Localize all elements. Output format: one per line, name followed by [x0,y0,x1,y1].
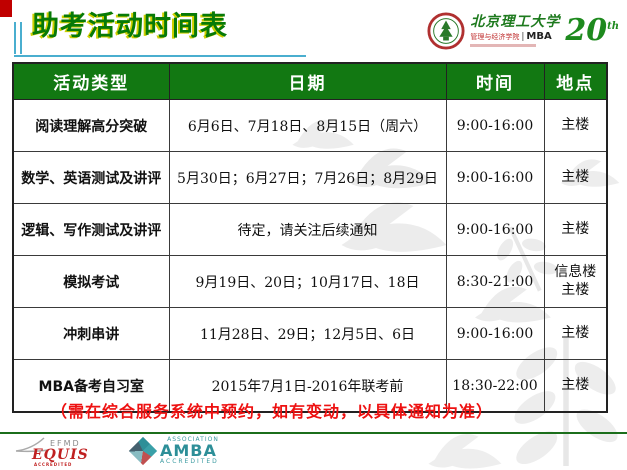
school-name: 管理与经济学院 [470,33,520,42]
cell-location: 主楼 [543,151,608,204]
cell-location: 主楼 [543,99,608,152]
cell-location: 主楼 [543,359,608,413]
cell-date: 6月6日、7月18日、8月15日（周六） [168,99,447,152]
university-name-block: 北京理工大学 管理与经济学院 | MBA [470,13,561,48]
cell-time: 9:00-16:00 [445,307,545,360]
table-row: 逻辑、写作测试及讲评 待定，请关注后续通知 9:00-16:00 主楼 [12,203,608,256]
column-header-date: 日期 [168,62,447,100]
cell-location: 主楼 [543,307,608,360]
table-row: 冲刺串讲 11月28日、29日；12月5日、6日 9:00-16:00 主楼 [12,307,608,360]
efmd-swoosh-icon [15,437,49,453]
table-row: 数学、英语测试及讲评 5月30日；6月27日；7月26日；8月29日 9:00-… [12,151,608,204]
cell-time: 9:00-16:00 [445,99,545,152]
university-seal-icon [427,12,465,50]
reservation-note: （需在综合服务系统中预约，如有变动，以具体通知为准） [50,402,493,421]
amba-name-label: AMBA [160,441,217,460]
equis-accredited-label: ACCREDITED [34,462,73,467]
equis-logo: EFMD EQUIS ACCREDITED [14,437,110,467]
cell-activity: 冲刺串讲 [12,307,170,360]
cell-date: 5月30日；6月27日；7月26日；8月29日 [168,151,447,204]
school-line: 管理与经济学院 | MBA [470,31,560,43]
equis-label: EQUIS [32,447,89,463]
table-header-row: 活动类型 日期 时间 地点 [12,62,608,100]
amba-association-label: ASSOCIATION [167,436,219,443]
cell-time: 9:00-16:00 [445,203,545,256]
amba-text-block: ASSOCIATION AMBA ACCREDITED [160,437,219,465]
cell-location: 主楼 [543,203,608,256]
table-row: 阅读理解高分突破 6月6日、7月18日、8月15日（周六） 9:00-16:00… [12,99,608,152]
title-accent-line-vertical [14,22,22,54]
amba-logo: ASSOCIATION AMBA ACCREDITED [128,436,219,466]
cell-activity: 模拟考试 [12,255,170,308]
cell-time: 9:00-16:00 [445,151,545,204]
footer-divider-line [0,432,627,434]
university-logo: 北京理工大学 管理与经济学院 | MBA 20th [427,12,619,50]
table-row: 模拟考试 9月19日、20日；10月17日、18日 8:30-21:00 信息楼… [12,255,608,308]
cell-date: 2015年7月1日-2016年联考前 [168,359,447,413]
column-header-time: 时间 [445,62,545,100]
cell-activity: 阅读理解高分突破 [12,99,170,152]
university-name: 北京理工大学 [470,13,561,30]
cell-date: 11月28日、29日；12月5日、6日 [168,307,447,360]
cell-time: 8:30-21:00 [445,255,545,308]
amba-diamond-icon [128,436,158,466]
anniversary-20th-mark: 20th [565,13,619,48]
column-header-activity: 活动类型 [12,62,170,100]
mba-label: MBA [526,31,552,43]
corner-accent-block [0,0,12,17]
amba-accredited-label: ACCREDITED [160,458,219,465]
title-accent-line-horizontal [14,55,306,57]
cell-activity: 数学、英语测试及讲评 [12,151,170,204]
column-header-location: 地点 [543,62,608,100]
cell-date: 9月19日、20日；10月17日、18日 [168,255,447,308]
cell-activity: 逻辑、写作测试及讲评 [12,203,170,256]
cell-activity: MBA备考自习室 [12,359,170,413]
cell-date: 待定，请关注后续通知 [168,203,447,256]
accreditation-logos: EFMD EQUIS ACCREDITED ASSOCIATION AMBA A… [14,436,219,467]
page-title: 助考活动时间表 [32,11,228,42]
logo-separator: | [521,32,525,43]
dove-watermark [428,434,502,469]
activity-timetable: 活动类型 日期 时间 地点 阅读理解高分突破 6月6日、7月18日、8月15日（… [12,62,608,413]
cell-location: 信息楼 主楼 [543,255,608,308]
slide-header: 助考活动时间表 [14,11,306,57]
logo-microtext-line [470,44,537,48]
efmd-label: EFMD [50,439,81,448]
